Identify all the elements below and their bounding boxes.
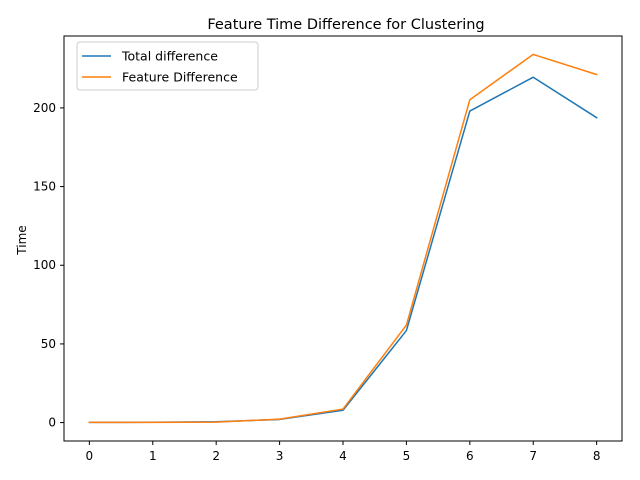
x-tick-label: 5 xyxy=(403,449,411,463)
plot-frame xyxy=(63,35,623,442)
x-tick-label: 0 xyxy=(86,449,94,463)
x-tick-label: 6 xyxy=(466,449,474,463)
legend-label: Total difference xyxy=(121,49,218,64)
x-tick-label: 8 xyxy=(593,449,601,463)
x-tick-label: 2 xyxy=(212,449,220,463)
legend-label: Feature Difference xyxy=(122,70,238,85)
chart-title: Feature Time Difference for Clustering xyxy=(207,17,484,33)
y-tick-label: 150 xyxy=(33,180,56,194)
y-tick-label: 100 xyxy=(33,258,56,272)
legend-box xyxy=(76,41,259,91)
plot-lines xyxy=(88,53,598,424)
x-tick-label: 4 xyxy=(339,449,347,463)
y-axis-label: Time xyxy=(15,225,29,255)
y-axis-ticks: 0 50 100 150 200 xyxy=(33,101,64,430)
y-tick-label: 200 xyxy=(33,101,56,115)
y-tick-label: 0 xyxy=(48,416,56,430)
x-tick-label: 7 xyxy=(529,449,537,463)
x-axis-ticks: 0 1 2 3 4 5 6 7 8 xyxy=(86,441,601,463)
legend: Total difference Feature Difference xyxy=(76,41,259,91)
x-tick-label: 3 xyxy=(276,449,284,463)
x-tick-label: 1 xyxy=(149,449,157,463)
y-tick-label: 50 xyxy=(41,337,56,351)
series-line-2 xyxy=(88,53,598,424)
